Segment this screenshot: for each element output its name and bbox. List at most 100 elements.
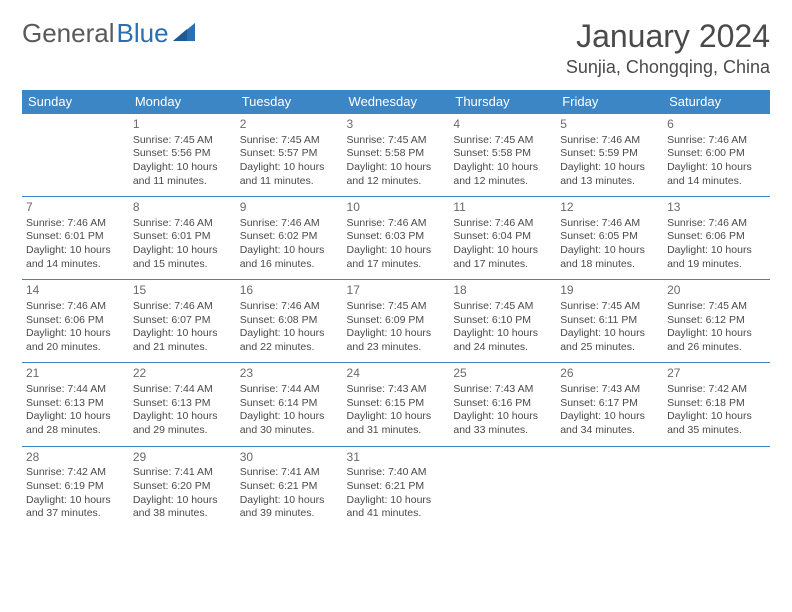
day-number: 9 <box>240 200 339 216</box>
calendar-cell: 21Sunrise: 7:44 AMSunset: 6:13 PMDayligh… <box>22 363 129 446</box>
sunset-line: Sunset: 5:56 PM <box>133 147 232 161</box>
sunrise-line: Sunrise: 7:41 AM <box>240 466 339 480</box>
sunrise-line: Sunrise: 7:46 AM <box>560 217 659 231</box>
sunset-line: Sunset: 6:10 PM <box>453 314 552 328</box>
sunset-line: Sunset: 6:21 PM <box>240 480 339 494</box>
daylight-line: Daylight: 10 hours and 12 minutes. <box>347 161 446 188</box>
daylight-line: Daylight: 10 hours and 34 minutes. <box>560 410 659 437</box>
month-title: January 2024 <box>566 18 770 55</box>
calendar-cell: 13Sunrise: 7:46 AMSunset: 6:06 PMDayligh… <box>663 197 770 280</box>
sunrise-line: Sunrise: 7:45 AM <box>133 134 232 148</box>
sunset-line: Sunset: 6:03 PM <box>347 230 446 244</box>
day-number: 7 <box>26 200 125 216</box>
sunrise-line: Sunrise: 7:44 AM <box>240 383 339 397</box>
calendar-cell: 1Sunrise: 7:45 AMSunset: 5:56 PMDaylight… <box>129 114 236 197</box>
sunset-line: Sunset: 6:07 PM <box>133 314 232 328</box>
day-number: 15 <box>133 283 232 299</box>
dayname-header: Sunday <box>22 90 129 114</box>
day-number: 20 <box>667 283 766 299</box>
calendar-cell: 10Sunrise: 7:46 AMSunset: 6:03 PMDayligh… <box>343 197 450 280</box>
calendar-cell: 14Sunrise: 7:46 AMSunset: 6:06 PMDayligh… <box>22 280 129 363</box>
sunrise-line: Sunrise: 7:41 AM <box>133 466 232 480</box>
daylight-line: Daylight: 10 hours and 20 minutes. <box>26 327 125 354</box>
day-number: 22 <box>133 366 232 382</box>
day-number: 23 <box>240 366 339 382</box>
calendar-cell <box>663 446 770 529</box>
day-number: 8 <box>133 200 232 216</box>
calendar-cell: 19Sunrise: 7:45 AMSunset: 6:11 PMDayligh… <box>556 280 663 363</box>
sunset-line: Sunset: 6:01 PM <box>26 230 125 244</box>
daylight-line: Daylight: 10 hours and 14 minutes. <box>667 161 766 188</box>
calendar-week: 7Sunrise: 7:46 AMSunset: 6:01 PMDaylight… <box>22 197 770 280</box>
sunset-line: Sunset: 5:57 PM <box>240 147 339 161</box>
calendar-cell: 23Sunrise: 7:44 AMSunset: 6:14 PMDayligh… <box>236 363 343 446</box>
day-number: 17 <box>347 283 446 299</box>
day-number: 5 <box>560 117 659 133</box>
daylight-line: Daylight: 10 hours and 11 minutes. <box>240 161 339 188</box>
calendar-cell: 4Sunrise: 7:45 AMSunset: 5:58 PMDaylight… <box>449 114 556 197</box>
daylight-line: Daylight: 10 hours and 22 minutes. <box>240 327 339 354</box>
sunset-line: Sunset: 6:06 PM <box>26 314 125 328</box>
dayname-header: Monday <box>129 90 236 114</box>
calendar-cell: 5Sunrise: 7:46 AMSunset: 5:59 PMDaylight… <box>556 114 663 197</box>
calendar-cell: 8Sunrise: 7:46 AMSunset: 6:01 PMDaylight… <box>129 197 236 280</box>
day-number: 28 <box>26 450 125 466</box>
dayname-header: Friday <box>556 90 663 114</box>
sunset-line: Sunset: 6:14 PM <box>240 397 339 411</box>
sunrise-line: Sunrise: 7:46 AM <box>26 300 125 314</box>
sunrise-line: Sunrise: 7:45 AM <box>667 300 766 314</box>
daylight-line: Daylight: 10 hours and 23 minutes. <box>347 327 446 354</box>
day-number: 29 <box>133 450 232 466</box>
calendar-table: SundayMondayTuesdayWednesdayThursdayFrid… <box>22 90 770 529</box>
calendar-cell: 31Sunrise: 7:40 AMSunset: 6:21 PMDayligh… <box>343 446 450 529</box>
calendar-cell: 29Sunrise: 7:41 AMSunset: 6:20 PMDayligh… <box>129 446 236 529</box>
daylight-line: Daylight: 10 hours and 37 minutes. <box>26 494 125 521</box>
sunset-line: Sunset: 6:02 PM <box>240 230 339 244</box>
sunrise-line: Sunrise: 7:46 AM <box>240 217 339 231</box>
sunrise-line: Sunrise: 7:46 AM <box>560 134 659 148</box>
day-number: 12 <box>560 200 659 216</box>
daylight-line: Daylight: 10 hours and 12 minutes. <box>453 161 552 188</box>
day-number: 13 <box>667 200 766 216</box>
day-number: 10 <box>347 200 446 216</box>
sunset-line: Sunset: 6:05 PM <box>560 230 659 244</box>
calendar-cell: 30Sunrise: 7:41 AMSunset: 6:21 PMDayligh… <box>236 446 343 529</box>
day-number: 31 <box>347 450 446 466</box>
day-number: 14 <box>26 283 125 299</box>
daylight-line: Daylight: 10 hours and 31 minutes. <box>347 410 446 437</box>
sunset-line: Sunset: 6:20 PM <box>133 480 232 494</box>
title-block: January 2024 Sunjia, Chongqing, China <box>566 18 770 78</box>
daylight-line: Daylight: 10 hours and 38 minutes. <box>133 494 232 521</box>
brand-logo: General Blue <box>22 18 195 49</box>
calendar-week: 28Sunrise: 7:42 AMSunset: 6:19 PMDayligh… <box>22 446 770 529</box>
daylight-line: Daylight: 10 hours and 41 minutes. <box>347 494 446 521</box>
sunset-line: Sunset: 6:13 PM <box>133 397 232 411</box>
sunset-line: Sunset: 6:06 PM <box>667 230 766 244</box>
sunset-line: Sunset: 6:08 PM <box>240 314 339 328</box>
day-number: 3 <box>347 117 446 133</box>
header: General Blue January 2024 Sunjia, Chongq… <box>22 18 770 78</box>
calendar-cell: 2Sunrise: 7:45 AMSunset: 5:57 PMDaylight… <box>236 114 343 197</box>
sunset-line: Sunset: 6:12 PM <box>667 314 766 328</box>
calendar-cell: 11Sunrise: 7:46 AMSunset: 6:04 PMDayligh… <box>449 197 556 280</box>
day-number: 6 <box>667 117 766 133</box>
sunrise-line: Sunrise: 7:45 AM <box>240 134 339 148</box>
dayname-header: Saturday <box>663 90 770 114</box>
brand-part2: Blue <box>117 18 169 49</box>
sunrise-line: Sunrise: 7:40 AM <box>347 466 446 480</box>
daylight-line: Daylight: 10 hours and 30 minutes. <box>240 410 339 437</box>
sunrise-line: Sunrise: 7:45 AM <box>347 134 446 148</box>
daylight-line: Daylight: 10 hours and 15 minutes. <box>133 244 232 271</box>
calendar-cell: 24Sunrise: 7:43 AMSunset: 6:15 PMDayligh… <box>343 363 450 446</box>
calendar-cell: 18Sunrise: 7:45 AMSunset: 6:10 PMDayligh… <box>449 280 556 363</box>
daylight-line: Daylight: 10 hours and 28 minutes. <box>26 410 125 437</box>
calendar-week: 21Sunrise: 7:44 AMSunset: 6:13 PMDayligh… <box>22 363 770 446</box>
calendar-week: 1Sunrise: 7:45 AMSunset: 5:56 PMDaylight… <box>22 114 770 197</box>
daylight-line: Daylight: 10 hours and 14 minutes. <box>26 244 125 271</box>
day-number: 30 <box>240 450 339 466</box>
day-number: 4 <box>453 117 552 133</box>
daylight-line: Daylight: 10 hours and 33 minutes. <box>453 410 552 437</box>
day-number: 16 <box>240 283 339 299</box>
calendar-cell <box>22 114 129 197</box>
calendar-cell: 27Sunrise: 7:42 AMSunset: 6:18 PMDayligh… <box>663 363 770 446</box>
